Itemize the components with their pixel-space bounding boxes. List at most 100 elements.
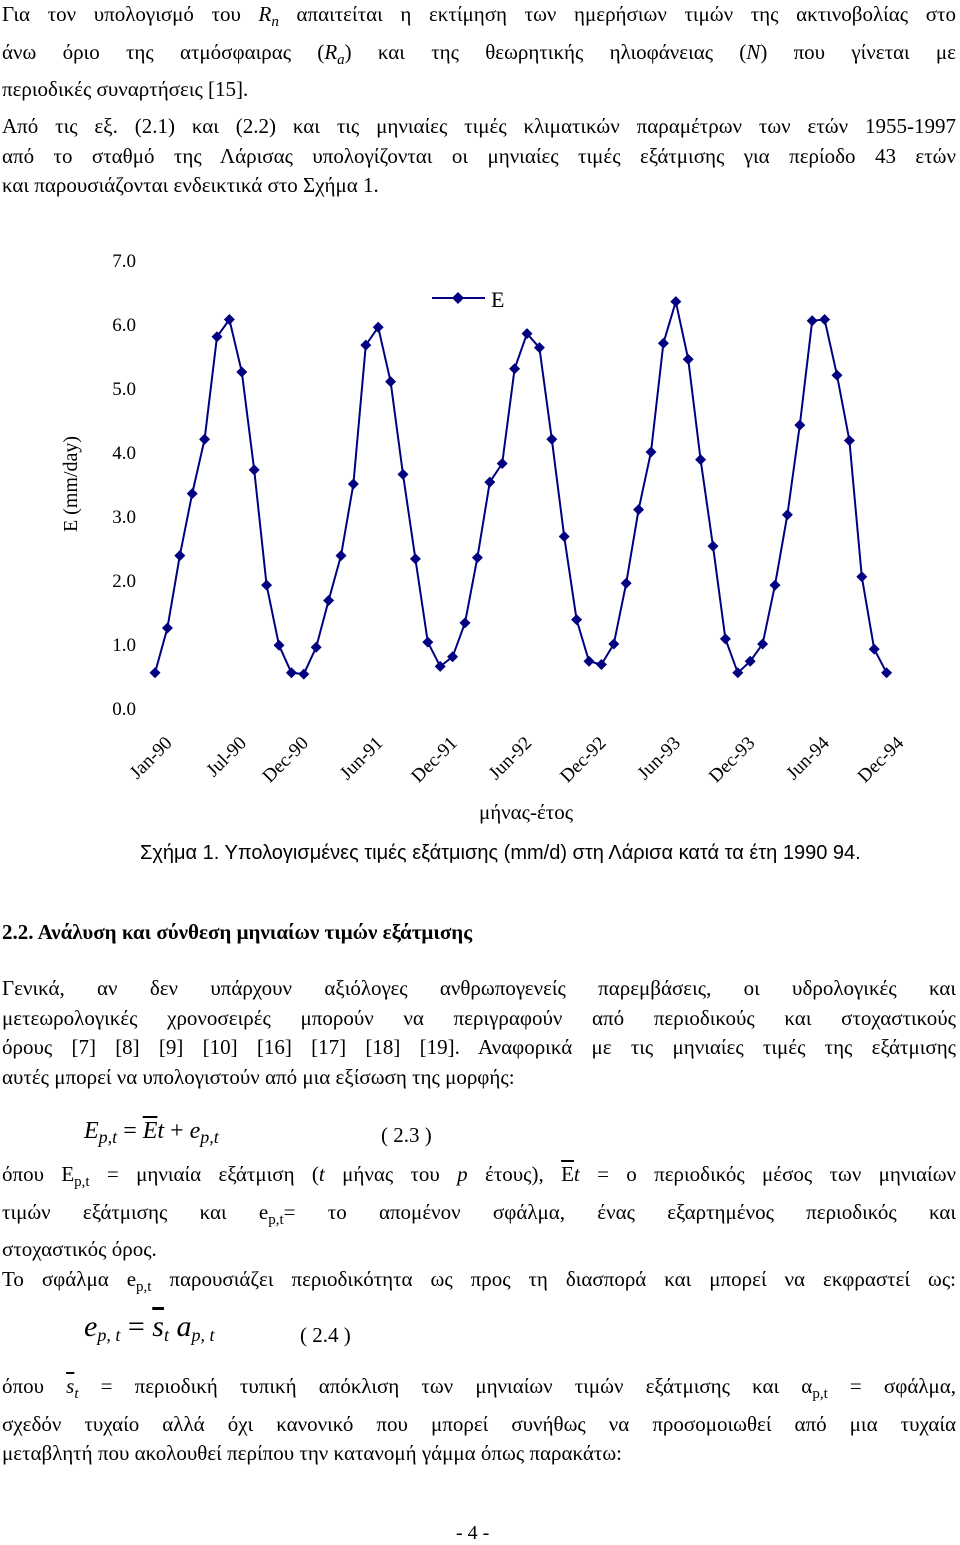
- data-point: [781, 509, 793, 521]
- data-point: [248, 464, 260, 476]
- data-point: [310, 641, 322, 653]
- data-point: [546, 433, 558, 445]
- data-point: [769, 579, 781, 591]
- equation-2-4: ep, t = st ap, t: [84, 1310, 215, 1345]
- data-point: [645, 446, 657, 458]
- data-point: [521, 328, 533, 340]
- p2-line-2: από το σταθμό της Λάρισας υπολογίζονται …: [2, 143, 956, 168]
- x-tick-label: Jun-94: [782, 732, 834, 784]
- legend-marker: [452, 292, 464, 304]
- data-point: [509, 363, 521, 375]
- x-tick-label: Dec-93: [705, 733, 759, 787]
- data-point: [161, 622, 173, 634]
- data-point: [323, 594, 335, 606]
- data-point: [149, 667, 161, 679]
- paragraph-5: όπου st = περιοδική τυπική απόκλιση των …: [2, 1372, 956, 1469]
- x-tick-label: Dec-92: [556, 733, 610, 787]
- x-tick-label: Dec-90: [259, 733, 313, 787]
- data-point: [298, 668, 310, 680]
- paragraph-2: Από τις εξ. (2.1) και (2.2) και τις μηνι…: [2, 112, 956, 201]
- y-axis-label: E (mm/day): [60, 436, 82, 532]
- data-point: [434, 660, 446, 672]
- data-point: [223, 314, 235, 326]
- x-tick-label: Jan-90: [126, 733, 177, 784]
- data-point: [707, 540, 719, 552]
- intro-line-2: άνω όριο της ατμόσφαιρας (Ra) και της θε…: [2, 39, 956, 68]
- p5-line-1: όπου st = περιοδική τυπική απόκλιση των …: [2, 1374, 957, 1402]
- data-point: [484, 476, 496, 488]
- p4-line-1: όπου Ep,t = μηνιαία εξάτμιση (t μήνας το…: [2, 1162, 957, 1190]
- data-point: [583, 655, 595, 667]
- data-point: [595, 658, 607, 670]
- y-tick-label: 2.0: [112, 571, 136, 592]
- data-point: [471, 552, 483, 564]
- x-tick-label: Jun-93: [634, 733, 685, 784]
- data-point: [409, 553, 421, 565]
- data-point: [236, 366, 248, 378]
- data-point: [385, 376, 397, 388]
- data-point: [285, 667, 297, 679]
- data-point: [819, 314, 831, 326]
- data-point: [174, 550, 186, 562]
- x-axis-label: μήνας-έτος: [479, 800, 574, 824]
- x-tick-label: Dec-91: [407, 733, 461, 787]
- intro-line-1: Για τον υπολογισμό του Rn απαιτείται η ε…: [2, 2, 956, 30]
- data-point: [335, 550, 347, 562]
- equation-2-4-number: ( 2.4 ): [300, 1323, 351, 1347]
- paragraph-3: Γενικά, αν δεν υπάρχουν αξιόλογες ανθρωπ…: [2, 974, 956, 1092]
- data-point: [843, 434, 855, 446]
- x-tick-label: Jun-92: [485, 733, 536, 784]
- data-point: [682, 353, 694, 365]
- data-point: [757, 638, 769, 650]
- data-point: [496, 458, 508, 470]
- y-tick-label: 0.0: [112, 699, 136, 720]
- p5-line-3: μεταβλητή που ακολουθεί περίπου την κατα…: [2, 1441, 623, 1465]
- intro-paragraph: Για τον υπολογισμό του Rn απαιτείται η ε…: [2, 0, 956, 105]
- data-point: [571, 614, 583, 626]
- paragraph-4: όπου Ep,t = μηνιαία εξάτμιση (t μήνας το…: [2, 1160, 956, 1302]
- data-point: [719, 633, 731, 645]
- data-point: [806, 315, 818, 327]
- p3-line-1: Γενικά, αν δεν υπάρχουν αξιόλογες ανθρωπ…: [2, 976, 956, 1000]
- y-tick-label: 6.0: [112, 315, 136, 336]
- x-tick-label: Dec-94: [854, 732, 909, 787]
- data-point: [868, 643, 880, 655]
- evaporation-chart: 0.0 1.0 2.0 3.0 4.0 5.0 6.0 7.0 E (mm/day) Jan-90…: [60, 251, 909, 824]
- data-point: [186, 488, 198, 500]
- series-line-E: [154, 301, 888, 676]
- data-point: [732, 667, 744, 679]
- data-point: [695, 454, 707, 466]
- y-tick-label: 3.0: [112, 507, 136, 528]
- data-point: [794, 419, 806, 431]
- y-tick-label: 1.0: [112, 635, 136, 656]
- p3-line-2: μετεωρολογικές χρονοσειρές μπορούν να πε…: [2, 1005, 956, 1030]
- data-point: [199, 433, 211, 445]
- data-point: [372, 321, 384, 333]
- data-point: [831, 369, 843, 381]
- p2-line-3: και παρουσιάζονται ενδεικτικά στο Σχήμα …: [2, 173, 379, 197]
- y-tick-label: 7.0: [112, 251, 136, 272]
- data-point: [211, 331, 223, 343]
- data-point: [347, 478, 359, 490]
- data-point: [422, 636, 434, 648]
- legend-label-E: E: [491, 287, 504, 312]
- data-point: [657, 337, 669, 349]
- data-point: [744, 655, 756, 667]
- equation-2-3: Ep,t = Et + ep,t: [84, 1118, 219, 1147]
- data-point: [558, 530, 570, 542]
- intro-line-3: περιοδικές συναρτήσεις [15].: [2, 77, 249, 101]
- equation-2-3-number: ( 2.3 ): [381, 1123, 432, 1147]
- data-point: [261, 579, 273, 591]
- data-point: [670, 296, 682, 308]
- data-point: [881, 667, 893, 679]
- data-point: [620, 577, 632, 589]
- data-point: [856, 571, 868, 583]
- p3-line-3: όρους [7] [8] [9] [10] [16] [17] [18] [1…: [2, 1035, 956, 1059]
- p5-line-2: σχεδόν τυχαίο αλλά όχι κανονικό που μπορ…: [2, 1411, 956, 1436]
- p2-line-1: Από τις εξ. (2.1) και (2.2) και τις μηνι…: [2, 114, 956, 138]
- figure-caption: Σχήμα 1. Υπολογισμένες τιμές εξάτμισης (…: [140, 842, 861, 864]
- y-tick-label: 5.0: [112, 379, 136, 400]
- data-point: [533, 342, 545, 354]
- p4-line-2: τιμών εξάτμισης και ep,t= το απομένον σφ…: [2, 1199, 957, 1228]
- data-point: [608, 638, 620, 650]
